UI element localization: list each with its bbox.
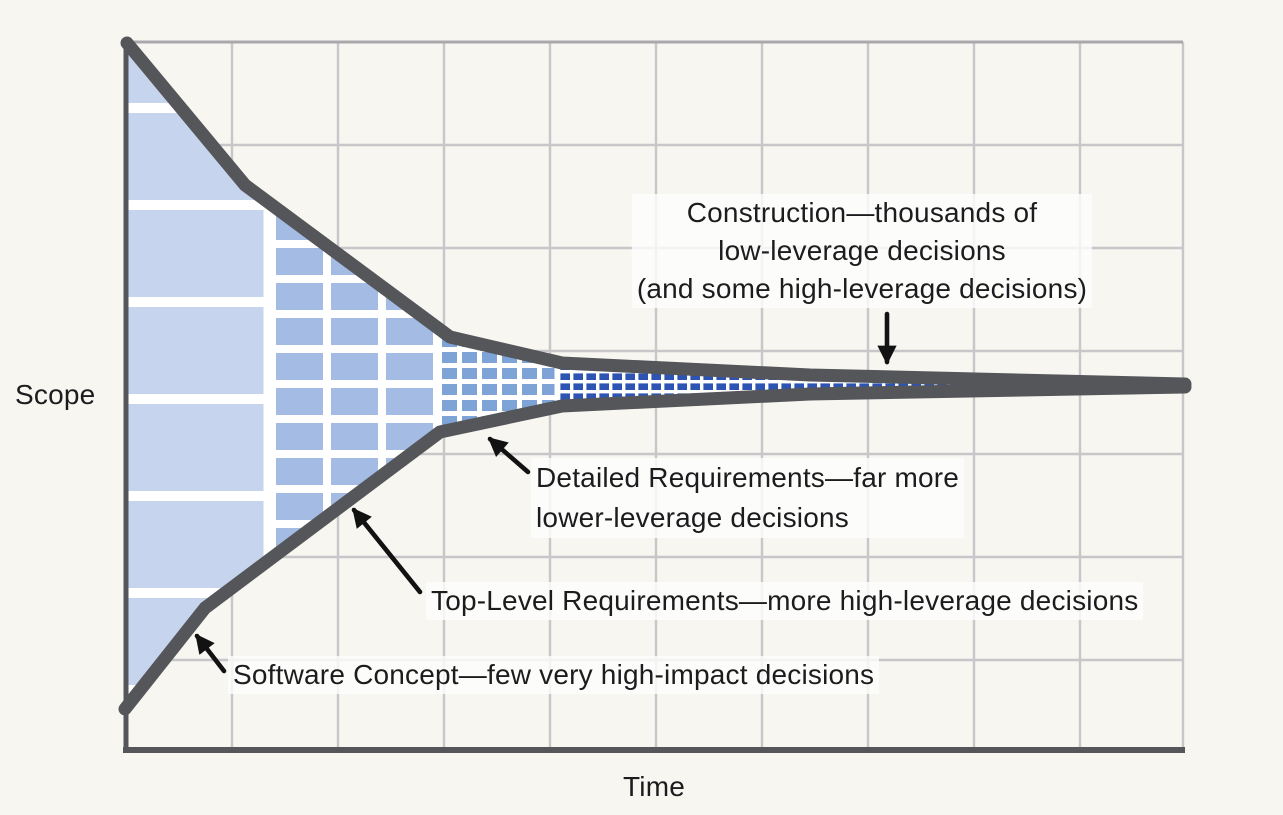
annotation-line: Top-Level Requirements—more high-leverag… [431,585,1139,616]
annotation-top-level-requirements: Top-Level Requirements—more high-leverag… [426,582,1144,620]
annotation-arrows [194,311,897,674]
detailed-requirements-arrow [487,436,531,475]
annotation-line: Software Concept—few very high-impact de… [233,659,875,690]
annotation-line: Detailed Requirements—far more [536,462,960,493]
software-concept-arrow [194,633,227,674]
annotation-software-concept: Software Concept—few very high-impact de… [228,656,880,694]
top-level-requirements-arrow [351,507,423,595]
y-axis-label: Scope [15,379,96,410]
axes [123,40,1185,753]
annotation-line: low-leverage decisions [718,235,1006,266]
annotation-construction: Construction—thousands of low-leverage d… [631,194,1093,308]
annotation-line: lower-leverage decisions [536,502,849,533]
funnel-border [118,36,1192,716]
annotation-detailed-requirements: Detailed Requirements—far more lower-lev… [531,458,965,538]
funnel-bottom-edge [118,380,1192,716]
funnel-top-edge [120,36,1192,391]
x-axis-label: Time [623,771,685,802]
annotation-line: (and some high-leverage decisions) [636,273,1088,304]
annotation-line: Construction—thousands of [686,197,1038,228]
